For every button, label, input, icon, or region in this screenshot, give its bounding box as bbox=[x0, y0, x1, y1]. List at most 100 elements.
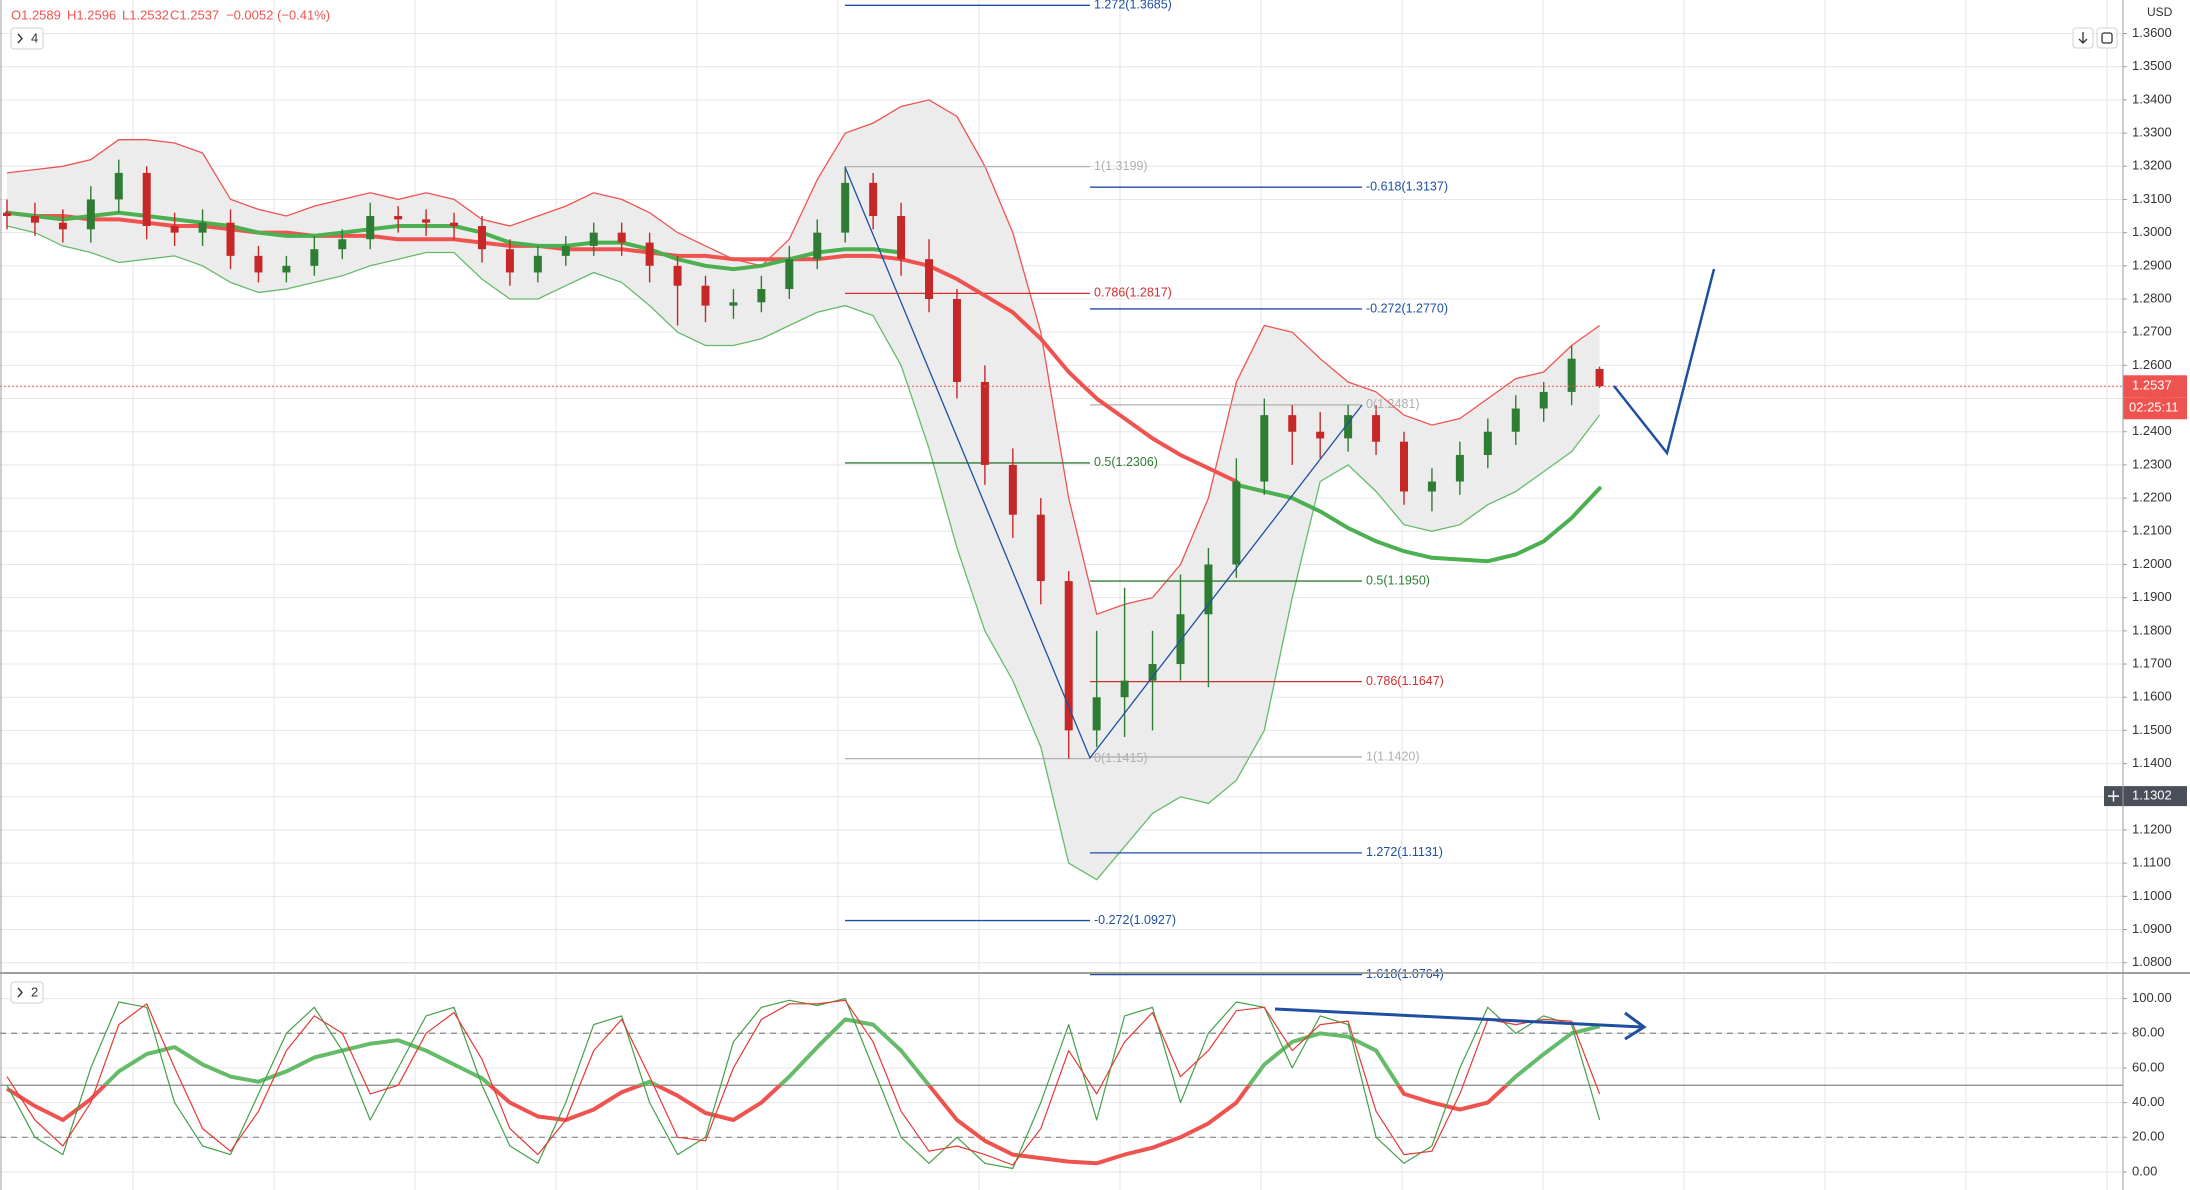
currency-label: USD bbox=[2147, 5, 2173, 19]
y-tick-label: 1.1900 bbox=[2132, 589, 2172, 604]
oscillator-line-above bbox=[101, 1017, 1601, 1086]
candle-body bbox=[533, 255, 542, 273]
high-value: H1.2596 bbox=[67, 7, 116, 22]
plus-icon bbox=[2108, 790, 2119, 802]
candle-body bbox=[1064, 581, 1073, 731]
y-tick-label: 1.2200 bbox=[2132, 490, 2172, 505]
fib-label: -0.272(1.0927) bbox=[1094, 913, 1176, 927]
crosshair-label: 1.1302 bbox=[2132, 788, 2172, 803]
band-lower bbox=[6, 225, 1601, 881]
candle-body bbox=[226, 222, 235, 256]
y-tick-label: 1.3400 bbox=[2132, 91, 2172, 106]
candle-body bbox=[673, 265, 682, 286]
chevron bbox=[17, 987, 23, 998]
y-tick-label: 20.00 bbox=[2132, 1129, 2165, 1144]
y-tick-label: 1.3500 bbox=[2132, 58, 2172, 73]
candle-body bbox=[1232, 481, 1241, 565]
candle-body bbox=[505, 249, 514, 273]
y-tick-label: 1.3300 bbox=[2132, 125, 2172, 140]
reset-button[interactable] bbox=[2096, 27, 2118, 49]
change-value: −0.0052 (−0.41%) bbox=[226, 7, 330, 22]
y-tick-label: 1.3200 bbox=[2132, 158, 2172, 173]
y-tick-label: 1.2700 bbox=[2132, 324, 2172, 339]
candle-body bbox=[701, 285, 710, 306]
candle-body bbox=[114, 172, 123, 200]
arrow-icon bbox=[2078, 32, 2088, 44]
candle-body bbox=[3, 212, 11, 217]
y-tick-label: 1.2800 bbox=[2132, 290, 2172, 305]
y-tick-label: 1.2300 bbox=[2132, 456, 2172, 471]
y-tick-label: 1.2000 bbox=[2132, 556, 2172, 571]
candle-body bbox=[869, 182, 878, 217]
y-tick-label: 1.2400 bbox=[2132, 423, 2172, 438]
candle-body bbox=[422, 219, 431, 223]
candle-body bbox=[952, 298, 961, 382]
candle-body bbox=[785, 259, 794, 290]
chevron bbox=[17, 33, 23, 44]
y-tick-label: 1.2100 bbox=[2132, 523, 2172, 538]
scroll-down-button[interactable] bbox=[2072, 27, 2094, 49]
candle-body bbox=[1008, 464, 1017, 515]
y-tick-label: 1.3100 bbox=[2132, 191, 2172, 206]
candle-body bbox=[394, 216, 403, 220]
button-box bbox=[2096, 27, 2118, 49]
candle-body bbox=[1511, 408, 1520, 432]
candle-body bbox=[170, 225, 179, 233]
badge-count: 4 bbox=[31, 30, 38, 45]
oscillator-line bbox=[6, 999, 1601, 1166]
collapse-button[interactable]: 4 bbox=[10, 27, 44, 50]
y-tick-label: 1.1100 bbox=[2132, 855, 2171, 870]
candle-body bbox=[58, 222, 67, 230]
divergence-arrow bbox=[1274, 1007, 1643, 1029]
last-price-label: 1.2537 bbox=[2132, 378, 2172, 393]
y-tick-label: 1.0900 bbox=[2132, 921, 2172, 936]
candle-body bbox=[925, 259, 934, 299]
fib-label: 0.5(1.2306) bbox=[1094, 455, 1158, 469]
fib-label: 0(1.2481) bbox=[1366, 397, 1420, 411]
collapse-button[interactable]: 2 bbox=[10, 981, 44, 1004]
candle-body bbox=[897, 216, 906, 260]
fib-label: 1(1.1420) bbox=[1366, 749, 1420, 763]
y-tick-label: 1.3000 bbox=[2132, 224, 2172, 239]
fib-label: 1.272(1.3685) bbox=[1094, 0, 1172, 12]
fib-label: 1.272(1.1131) bbox=[1366, 845, 1443, 859]
candle-body bbox=[1483, 431, 1492, 455]
y-tick-label: 1.1600 bbox=[2132, 689, 2172, 704]
y-tick-label: 1.2600 bbox=[2132, 357, 2172, 372]
candle-body bbox=[1288, 415, 1297, 432]
candle-body bbox=[282, 265, 291, 273]
projection-line bbox=[1613, 268, 1716, 456]
candle-body bbox=[757, 289, 766, 303]
candle-body bbox=[1092, 697, 1101, 731]
candle-body bbox=[310, 249, 319, 266]
candle-body bbox=[1148, 664, 1157, 681]
candle-body bbox=[450, 222, 459, 226]
y-tick-label: 1.1200 bbox=[2132, 821, 2172, 836]
y-tick-label: 1.2900 bbox=[2132, 257, 2172, 272]
candle-body bbox=[30, 216, 39, 223]
y-tick-label: 1.1700 bbox=[2132, 655, 2172, 670]
candle-body bbox=[477, 225, 486, 250]
y-tick-label: 0.00 bbox=[2132, 1163, 2157, 1178]
candle-body bbox=[198, 222, 207, 233]
candle-body bbox=[1372, 415, 1381, 442]
candle-body bbox=[1036, 514, 1045, 582]
fib-label: 0.786(1.1647) bbox=[1366, 674, 1444, 688]
candle-body bbox=[1400, 441, 1408, 492]
oscillator-line bbox=[6, 998, 1601, 1170]
y-tick-label: 100.00 bbox=[2132, 990, 2172, 1005]
band-upper bbox=[6, 99, 1600, 616]
fib-label: 0.786(1.2817) bbox=[1094, 286, 1172, 300]
candle-body bbox=[1455, 454, 1464, 482]
candle-body bbox=[645, 242, 654, 266]
candle-body bbox=[1260, 415, 1269, 482]
countdown-label: 02:25:11 bbox=[2129, 400, 2179, 415]
candle-body bbox=[1427, 481, 1436, 492]
y-tick-label: 1.1800 bbox=[2132, 622, 2172, 637]
crosshair-box bbox=[2123, 786, 2187, 807]
candle-body bbox=[254, 255, 263, 273]
close-value: C1.2537 bbox=[170, 7, 219, 22]
fib-label: -0.272(1.2770) bbox=[1366, 301, 1448, 315]
